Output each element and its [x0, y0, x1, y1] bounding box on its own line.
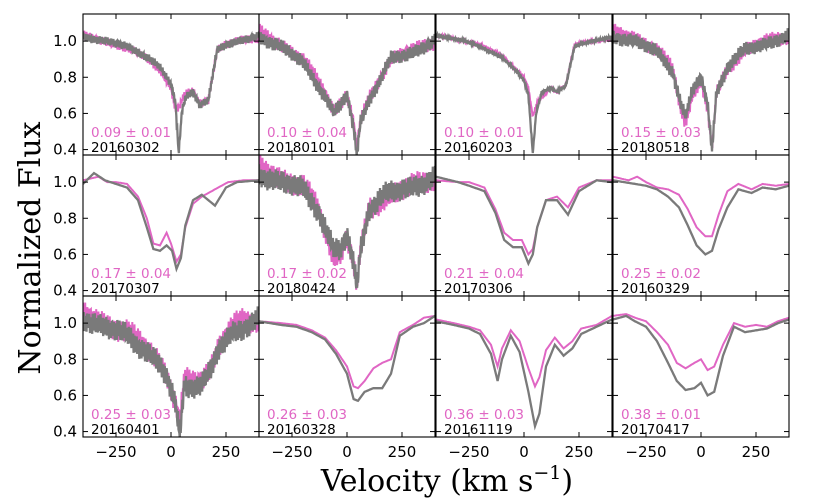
y-tick-label: 0.8	[53, 350, 77, 368]
series-line-gray-20170417	[613, 314, 789, 397]
equivalent-width-label: 0.36 ± 0.03	[444, 407, 524, 423]
observation-date-label: 20180424	[267, 281, 336, 297]
x-tick-label: 0	[166, 443, 176, 461]
y-tick-label: 1.0	[53, 314, 77, 332]
y-tick-label: 0.6	[53, 245, 77, 263]
series-line-gray-20161119	[436, 318, 612, 431]
series-line-gray-20180518	[613, 28, 789, 152]
series-line-pink-20170306	[436, 179, 612, 257]
equivalent-width-label: 0.10 ± 0.04	[267, 125, 347, 141]
observation-date-label: 20160203	[444, 140, 513, 156]
x-tick-label: −250	[448, 443, 489, 461]
x-tick-label: −250	[95, 443, 136, 461]
observation-date-label: 20160329	[621, 281, 690, 297]
series-line-gray-20160203	[436, 30, 612, 154]
x-axis-label: Velocity (km s−1)	[320, 462, 573, 498]
series-line-pink-20170417	[613, 313, 789, 372]
observation-date-label: 20160328	[267, 422, 336, 438]
series-line-pink-20160328	[259, 314, 435, 390]
x-tick-label: 0	[696, 443, 706, 461]
y-tick-label: 0.8	[53, 209, 77, 227]
equivalent-width-label: 0.10 ± 0.01	[444, 125, 524, 141]
y-tick-label: 0.8	[53, 68, 77, 86]
observation-date-label: 20170417	[621, 422, 690, 438]
observation-date-label: 20170306	[444, 281, 513, 297]
x-tick-label: 250	[388, 443, 417, 461]
series-line-gray-20180424	[259, 164, 435, 289]
x-tick-label: −250	[625, 443, 666, 461]
equivalent-width-label: 0.21 ± 0.04	[444, 266, 524, 282]
observation-date-label: 20180518	[621, 140, 690, 156]
y-axis-label: Normalized Flux	[13, 121, 48, 374]
series-line-gray-20160401	[83, 306, 259, 437]
observation-date-label: 20170307	[91, 281, 160, 297]
y-tick-label: 0.4	[53, 282, 77, 300]
y-tick-label: 0.6	[53, 104, 77, 122]
equivalent-width-label: 0.25 ± 0.03	[91, 407, 171, 423]
series-line-gray-20160302	[83, 30, 259, 154]
y-tick-label: 0.4	[53, 141, 77, 159]
equivalent-width-label: 0.25 ± 0.02	[621, 266, 701, 282]
y-tick-label: 0.6	[53, 386, 77, 404]
series-line-gray-20160328	[259, 314, 435, 403]
x-tick-label: 250	[565, 443, 594, 461]
y-tick-label: 1.0	[53, 32, 77, 50]
observation-date-label: 20160401	[91, 422, 160, 438]
series-line-gray-20170307	[83, 171, 259, 273]
x-tick-label: 0	[342, 443, 352, 461]
observation-date-label: 20180101	[267, 140, 336, 156]
x-tick-label: 250	[212, 443, 241, 461]
y-tick-label: 1.0	[53, 173, 77, 191]
equivalent-width-label: 0.09 ± 0.01	[91, 125, 171, 141]
observation-date-label: 20161119	[444, 422, 513, 438]
equivalent-width-label: 0.38 ± 0.01	[621, 407, 701, 423]
series-line-gray-20170306	[436, 175, 612, 267]
x-tick-label: −250	[271, 443, 312, 461]
equivalent-width-label: 0.26 ± 0.03	[267, 407, 347, 423]
equivalent-width-label: 0.17 ± 0.02	[267, 266, 347, 282]
equivalent-width-label: 0.17 ± 0.04	[91, 266, 171, 282]
series-line-gray-20160329	[613, 179, 789, 256]
x-tick-label: 250	[742, 443, 771, 461]
series-line-pink-20161119	[436, 315, 612, 389]
equivalent-width-label: 0.15 ± 0.03	[621, 125, 701, 141]
series-line-pink-20160203	[436, 31, 612, 117]
observation-date-label: 20160302	[91, 140, 160, 156]
series-line-pink-20160329	[613, 175, 789, 238]
y-tick-label: 0.4	[53, 423, 77, 441]
series-line-gray-20180101	[259, 32, 435, 155]
x-tick-label: 0	[519, 443, 529, 461]
